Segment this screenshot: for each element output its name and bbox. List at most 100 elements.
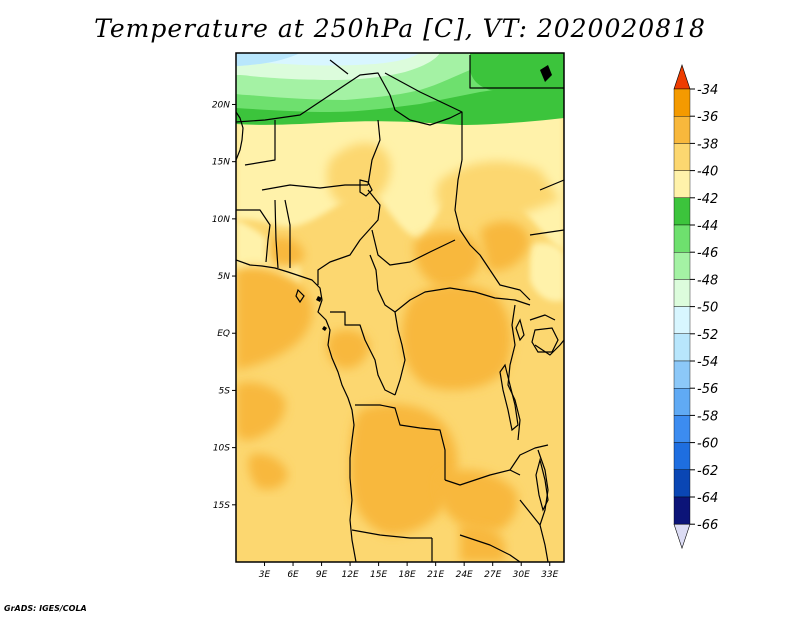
field-patch-40-north-east — [436, 161, 560, 226]
field-patch-38-gabon — [326, 329, 370, 369]
colorbar-label: -42 — [697, 192, 718, 207]
island-bioko — [316, 296, 322, 302]
border-zambia-tanzania — [509, 444, 549, 471]
border-benin — [284, 199, 291, 268]
colorbar-segment — [673, 415, 691, 443]
border-nigeria-cameroon — [317, 189, 381, 285]
colorbar-label: -54 — [697, 355, 718, 370]
map-frame — [235, 52, 565, 563]
lat-tick-label: 10S — [213, 444, 230, 454]
colorbar-segment — [673, 333, 691, 362]
field-patch-38-west-atlantic — [248, 453, 288, 490]
field-patch-38-sudan — [480, 221, 530, 271]
colorbar-segment — [673, 197, 691, 226]
colorbar-label: -38 — [697, 137, 718, 152]
lat-tick-label: 15S — [213, 501, 230, 511]
colorbar-label: -50 — [697, 301, 718, 316]
colorbar-segment — [673, 88, 691, 117]
colorbar-label: -34 — [697, 83, 718, 98]
colorbar-label: -36 — [697, 110, 718, 125]
lon-tick-label: 24E — [456, 570, 473, 580]
colorbar-label: -46 — [697, 246, 718, 261]
border-burkina-ghana — [236, 209, 271, 263]
colorbar-segment — [673, 224, 691, 253]
island-saotome — [322, 326, 327, 331]
colorbar-segment — [673, 469, 691, 498]
border-car-drc — [394, 287, 531, 313]
lon-tick-label: 3E — [259, 570, 271, 580]
border-niger-chad — [367, 119, 381, 186]
lon-tick-label: 21E — [427, 570, 444, 580]
lon-tick-label: 18E — [399, 570, 416, 580]
border-sahara-1 — [236, 72, 463, 126]
border-libya-chad — [384, 72, 463, 160]
map-plot-area — [236, 53, 564, 562]
lat-tick-label: 15N — [212, 158, 230, 168]
colorbar-segment — [673, 143, 691, 171]
border-ethiopia — [529, 229, 564, 236]
colorbar-segment — [673, 388, 691, 416]
colorbar-segment — [673, 360, 691, 389]
border-congo-drc — [394, 311, 406, 396]
border-cameroon-car — [369, 254, 396, 313]
colorbar-segment — [673, 115, 691, 144]
colorbar-bottom-arrow — [673, 523, 691, 550]
lon-tick-label: 30E — [513, 570, 530, 580]
lon-tick-label: 6E — [287, 570, 299, 580]
field-patch-40-north — [326, 143, 391, 210]
lake-chad — [359, 179, 373, 197]
colorbar-top-arrow — [673, 64, 691, 90]
lakes — [295, 179, 559, 512]
colorbar-segment — [673, 170, 691, 199]
island-sinai — [540, 65, 552, 82]
border-drc-angola — [355, 404, 446, 480]
border-angola-namibia — [351, 529, 432, 539]
field-patch-42-east — [530, 243, 564, 302]
lake-victoria — [531, 327, 559, 353]
field-patch-38-south-atlantic — [236, 382, 286, 441]
colorbar-label: -56 — [697, 382, 718, 397]
border-sudan-egypt-east — [539, 179, 564, 191]
border-mali-niger — [244, 120, 276, 166]
border-chad-car — [371, 229, 456, 266]
lon-tick-label: 33E — [541, 570, 558, 580]
border-mozambique — [519, 499, 549, 562]
lake-malawi — [535, 457, 549, 512]
border-kenya-tanzania — [534, 339, 564, 356]
lat-tick-label: 10N — [212, 215, 230, 225]
border-congo-gabon — [330, 311, 396, 396]
map-title: Temperature at 250hPa [C], VT: 202002081… — [94, 14, 706, 43]
border-chad-sudan — [454, 159, 491, 271]
colorbar-label: -48 — [697, 273, 718, 288]
lon-tick-label: 15E — [370, 570, 387, 580]
colorbar-label: -58 — [697, 409, 718, 424]
country-borders — [236, 55, 564, 562]
colorbar-label: -52 — [697, 328, 718, 343]
border-angola-zambia — [444, 469, 521, 486]
lat-tick-label: 5N — [218, 272, 231, 282]
border-niger-nigeria — [261, 184, 368, 191]
lat-tick-label: 5S — [219, 386, 231, 396]
field-patch-38-angola — [350, 404, 458, 535]
field-patch-38-gulf — [236, 266, 313, 370]
colorbar-label: -66 — [697, 518, 718, 533]
border-niger-algeria — [329, 59, 349, 75]
lon-tick-label: 27E — [484, 570, 501, 580]
colorbar-segment — [673, 251, 691, 280]
colorbar-segment — [673, 496, 691, 525]
grads-credit: GrADS: IGES/COLA — [4, 604, 87, 613]
border-uganda-kenya — [529, 314, 556, 321]
colorbar-segment — [673, 306, 691, 335]
field-patch-38-car — [414, 230, 481, 288]
coastline-west-africa — [236, 111, 244, 161]
field-patch-38-congo — [401, 284, 512, 390]
border-drc-east — [507, 304, 521, 441]
lat-tick-label: EQ — [217, 329, 230, 339]
lat-tick-label: 20N — [212, 100, 230, 110]
colorbar-label: -62 — [697, 464, 718, 479]
field-patch-38-zambia — [437, 470, 518, 532]
colorbar: -34 -36 -38 -40 -42 -44 -46 -48 -50 -52 -54 -56 -58 -… — [673, 64, 718, 550]
lake-albert — [515, 318, 525, 342]
volta-lake — [295, 288, 305, 304]
